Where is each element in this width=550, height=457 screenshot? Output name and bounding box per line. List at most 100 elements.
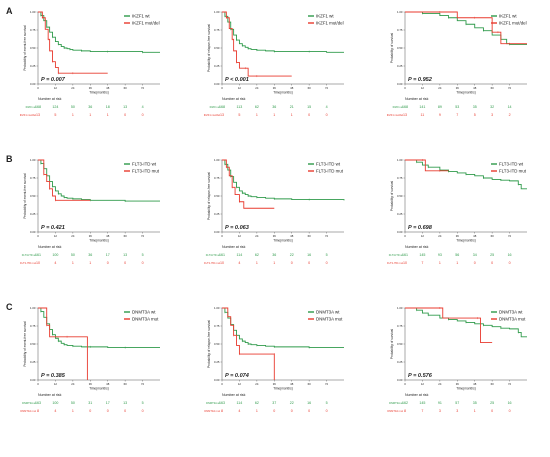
risk-count: 22: [290, 253, 294, 257]
y-tick-label: 0.50: [214, 194, 220, 198]
risk-count: 7: [456, 113, 458, 117]
panels: 0.000.250.500.751.000 12 24 36 48 60 72Time(mo…: [20, 10, 527, 413]
p-value-label: P = 0.952: [408, 77, 433, 83]
risk-count: 4: [54, 261, 56, 265]
risk-row-label: IKZF1 wt: [210, 105, 221, 109]
y-tick-label: 1.00: [397, 158, 403, 162]
risk-count: 16: [307, 253, 311, 257]
legend-label: DNMT3A mut: [132, 317, 159, 322]
x-tick-label: 12: [54, 234, 58, 238]
y-axis-label: Probability of survival: [390, 181, 394, 211]
risk-count: 34: [473, 253, 477, 257]
legend-label: IKZF1 wt: [132, 14, 150, 19]
km-panel-B3: 0.00 0.25 0.50 0.75 1.00 0 12 24 36 48 60 72 Time(mo…: [387, 158, 527, 265]
y-tick-label: 0.25: [214, 360, 220, 364]
y-tick-label: 0.00: [397, 230, 403, 234]
y-tick-label: 0.25: [30, 360, 36, 364]
series-line-mut: [38, 159, 91, 201]
risk-count: 0: [326, 261, 328, 265]
risk-row-label: DNMT3A wt: [389, 401, 403, 405]
x-tick-label: 12: [54, 382, 58, 386]
risk-row-label: IKZF1 wt: [26, 105, 37, 109]
risk-count: 5: [142, 253, 144, 257]
y-tick-label: 0.00: [214, 82, 220, 86]
x-tick-label: 60: [308, 382, 312, 386]
risk-count: 0: [491, 409, 493, 413]
legend-label: DNMT3A wt: [499, 310, 523, 315]
risk-count: 4: [238, 261, 240, 265]
x-tick-label: 24: [255, 382, 259, 386]
km-panel-C1: 0.000.250.500.751.000 12 24 36 48 60 72Time(mo…: [20, 306, 160, 413]
risk-count: 5: [326, 401, 328, 405]
risk-count: 124: [52, 105, 58, 109]
risk-row-label: DNMT3A wt: [206, 401, 220, 405]
x-axis-label: Time(months): [89, 239, 109, 243]
y-tick-label: 0.50: [30, 194, 36, 198]
risk-count: 56: [455, 253, 459, 257]
p-value-label: P = 0.007: [41, 77, 66, 83]
risk-row-label: IKZF1 mut/del: [20, 113, 37, 117]
x-tick-label: 72: [508, 86, 512, 90]
risk-count: 7: [421, 409, 423, 413]
y-tick-label: 0.25: [214, 64, 220, 68]
y-tick-label: 0.75: [397, 324, 403, 328]
y-tick-label: 0.00: [397, 82, 403, 86]
risk-table-title: Number at risk: [405, 393, 429, 397]
risk-count: 0: [308, 261, 310, 265]
x-tick-label: 12: [54, 86, 58, 90]
x-tick-label: 0: [221, 86, 223, 90]
risk-count: 0: [291, 261, 293, 265]
legend-label: FLT3-ITD wt: [132, 162, 157, 167]
risk-count: 0: [491, 261, 493, 265]
series-line-mut: [222, 307, 275, 380]
risk-count: 3: [439, 409, 441, 413]
risk-count: 0: [474, 261, 476, 265]
risk-count: 0: [107, 409, 109, 413]
y-tick-label: 0.00: [30, 230, 36, 234]
risk-table-title: Number at risk: [38, 97, 62, 101]
x-tick-label: 24: [438, 382, 442, 386]
series-line-mut: [222, 11, 292, 77]
x-tick-label: 0: [37, 234, 39, 238]
series-line-wt: [222, 159, 345, 201]
risk-count: 93: [438, 253, 442, 257]
risk-count: 141: [419, 105, 425, 109]
y-tick-label: 0.75: [30, 324, 36, 328]
y-tick-label: 0.75: [30, 28, 36, 32]
risk-count: 8: [221, 409, 223, 413]
p-value-label: P = 0.074: [225, 373, 250, 379]
series-line-mut: [405, 159, 449, 172]
risk-count: 1: [456, 261, 458, 265]
risk-count: 25: [490, 401, 494, 405]
risk-count: 25: [490, 253, 494, 257]
x-tick-label: 24: [438, 234, 442, 238]
series-line-mut: [38, 307, 88, 380]
risk-count: 0: [124, 409, 126, 413]
risk-count: 10: [403, 261, 407, 265]
risk-count: 113: [237, 105, 243, 109]
y-tick-label: 0.25: [397, 212, 403, 216]
risk-count: 0: [107, 261, 109, 265]
x-tick-label: 48: [473, 234, 477, 238]
risk-row-label: IKZF1 wt: [393, 105, 404, 109]
risk-count: 11: [421, 113, 425, 117]
risk-row-label: FLT3-ITD wt: [22, 253, 36, 257]
x-axis-label: Time(months): [456, 387, 476, 391]
x-tick-label: 48: [290, 86, 294, 90]
risk-count: 13: [123, 253, 127, 257]
risk-count: 161: [219, 253, 225, 257]
km-panel-C2: 0.000.250.500.751.000 12 24 36 48 60 72Time(mo…: [204, 306, 344, 413]
risk-count: 145: [419, 253, 425, 257]
risk-count: 1: [291, 113, 293, 117]
risk-count: 4: [54, 409, 56, 413]
risk-table-title: Number at risk: [38, 245, 62, 249]
risk-count: 13: [123, 401, 127, 405]
y-tick-label: 0.25: [214, 212, 220, 216]
risk-count: 16: [307, 401, 311, 405]
p-value-label: P = 0.063: [225, 225, 250, 231]
y-tick-label: 0.50: [30, 342, 36, 346]
y-tick-label: 0.50: [397, 342, 403, 346]
x-tick-label: 24: [438, 86, 442, 90]
x-tick-label: 36: [89, 382, 93, 386]
